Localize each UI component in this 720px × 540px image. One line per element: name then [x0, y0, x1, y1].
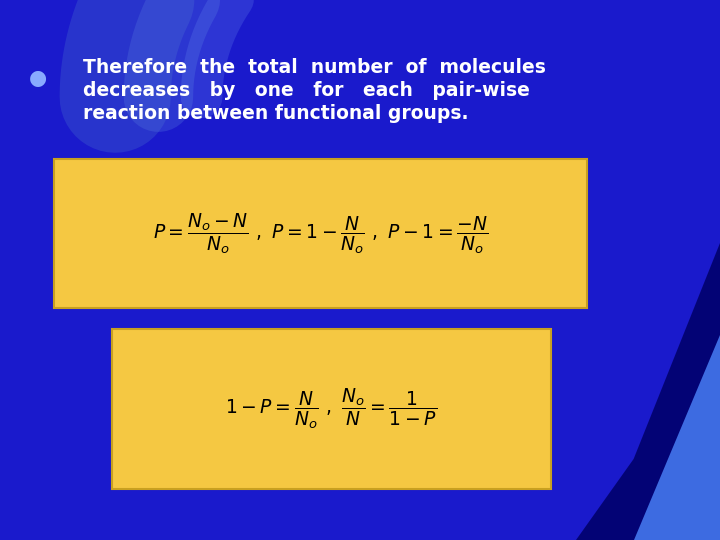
- Text: ●: ●: [29, 68, 47, 89]
- Text: decreases   by   one   for   each   pair-wise: decreases by one for each pair-wise: [83, 81, 530, 100]
- FancyBboxPatch shape: [112, 329, 551, 489]
- Polygon shape: [634, 335, 720, 540]
- Text: reaction between functional groups.: reaction between functional groups.: [83, 104, 468, 124]
- Text: $1 - P = \dfrac{N}{N_o}\ ,\ \dfrac{N_o}{N} = \dfrac{1}{1-P}$: $1 - P = \dfrac{N}{N_o}\ ,\ \dfrac{N_o}{…: [225, 387, 437, 431]
- Text: Therefore  the  total  number  of  molecules: Therefore the total number of molecules: [83, 58, 546, 77]
- Text: $P = \dfrac{N_o - N}{N_o}\ ,\ P = 1 - \dfrac{N}{N_o}\ ,\ P - 1 = \dfrac{-N}{N_o}: $P = \dfrac{N_o - N}{N_o}\ ,\ P = 1 - \d…: [153, 211, 488, 255]
- FancyBboxPatch shape: [54, 159, 587, 308]
- Polygon shape: [576, 243, 720, 540]
